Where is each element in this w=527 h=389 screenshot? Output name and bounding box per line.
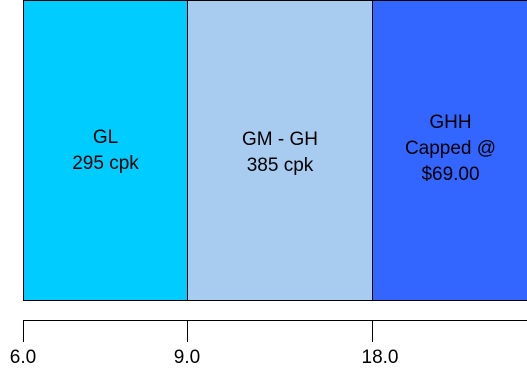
axis-tick-label: 18.0 — [362, 346, 399, 370]
axis-tick — [23, 320, 24, 342]
axis-tick-label: 6.0 — [10, 346, 36, 370]
band-gl: GL 295 cpk — [23, 0, 188, 301]
band-ghh-grade: GHH — [429, 110, 471, 136]
band-ghh-cap-price: $69.00 — [421, 162, 479, 188]
weight-axis: 6.0 9.0 18.0 — [0, 320, 527, 389]
price-band-diagram: GL 295 cpk GM - GH 385 cpk GHH Capped @ … — [23, 0, 527, 302]
axis-tick — [187, 320, 188, 342]
axis-tick-label: 9.0 — [174, 346, 200, 370]
band-gl-grade: GL — [93, 125, 118, 151]
band-ghh: GHH Capped @ $69.00 — [372, 0, 527, 301]
band-gm-gh-label: GM - GH 385 cpk — [242, 127, 318, 179]
band-ghh-label: GHH Capped @ $69.00 — [405, 110, 496, 188]
band-gl-label: GL 295 cpk — [72, 125, 139, 177]
axis-line — [23, 320, 527, 321]
band-ghh-cap-text: Capped @ — [405, 136, 496, 162]
band-gm-gh-price: 385 cpk — [247, 153, 314, 179]
band-gl-price: 295 cpk — [72, 151, 139, 177]
band-gm-gh: GM - GH 385 cpk — [187, 0, 373, 301]
band-gm-gh-grade: GM - GH — [242, 127, 318, 153]
axis-tick — [372, 320, 373, 342]
